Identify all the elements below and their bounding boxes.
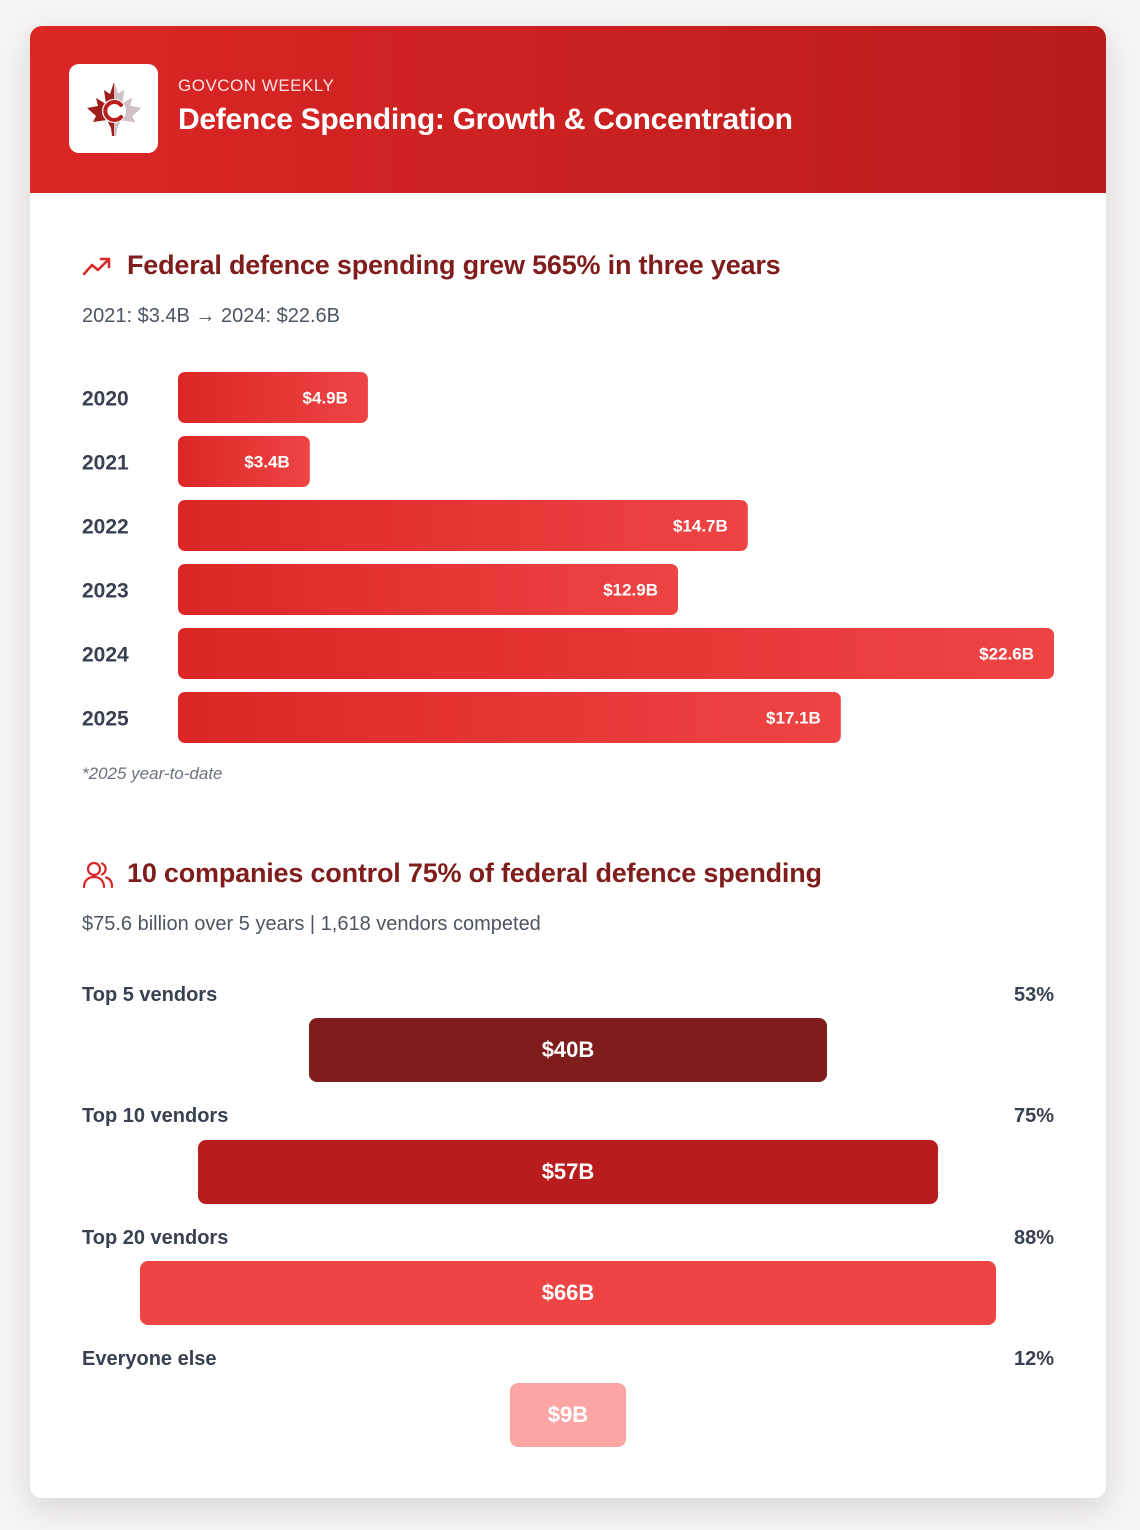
spending-bar-2025 <box>178 692 841 743</box>
publication-name: GOVCON WEEKLY <box>178 76 335 95</box>
conc-row-label: Everyone else <box>82 1348 217 1370</box>
conc-row-label: Top 10 vendors <box>82 1105 229 1127</box>
year-label-2025: 2025 <box>82 708 129 731</box>
spending-bar-2020 <box>178 372 368 423</box>
users-icon <box>82 861 114 889</box>
conc-row-percent: 12% <box>1013 1348 1054 1370</box>
page-title: Defence Spending: Growth & Concentration <box>178 103 793 136</box>
bar-value-label-2020: $4.9B <box>303 389 348 408</box>
spending-bar-2021 <box>178 436 310 487</box>
conc-row-label: Top 5 vendors <box>82 984 218 1006</box>
year-label-2023: 2023 <box>82 580 129 603</box>
year-label-2021: 2021 <box>82 452 129 475</box>
conc-bar-top5: $40B <box>308 1018 828 1082</box>
conc-row-percent: 88% <box>1013 1227 1054 1249</box>
concentration-title: 10 companies control 75% of federal defe… <box>127 858 822 888</box>
trending-up-icon <box>82 257 111 276</box>
bar-value-label-2024: $22.6B <box>979 645 1034 664</box>
conc-bar-everyone-else: $9B <box>509 1383 627 1447</box>
bar-value-label-2025: $17.1B <box>766 709 821 728</box>
spending-bar-2022 <box>178 500 748 551</box>
bar-value-label-2023: $12.9B <box>603 581 658 600</box>
maple-leaf-logo-icon <box>69 64 158 153</box>
year-label-2024: 2024 <box>82 644 129 667</box>
growth-bar-chart: 2020 $4.9B 2021 $3.4B 2022 $14.7B 2023 $12.9B 20… <box>82 372 1054 743</box>
year-label-2022: 2022 <box>82 516 129 539</box>
year-to-date-note: *2025 year-to-date <box>82 764 223 783</box>
spending-bar-2024 <box>178 628 1054 679</box>
conc-bar-top20: $66B <box>140 1261 996 1325</box>
growth-title: Federal defence spending grew 565% in th… <box>127 250 781 280</box>
growth-subtitle: 2021: $3.4B → 2024: $22.6B <box>82 305 340 327</box>
header-banner: GOVCON WEEKLY Defence Spending: Growth &… <box>30 26 1106 193</box>
conc-row-percent: 75% <box>1013 1105 1054 1127</box>
bar-value-label-2022: $14.7B <box>673 517 728 536</box>
concentration-subtitle: $75.6 billion over 5 years | 1,618 vendo… <box>82 913 541 935</box>
infographic-card: GOVCON WEEKLY Defence Spending: Growth &… <box>30 26 1106 1498</box>
conc-bar-top10: $57B <box>198 1140 938 1204</box>
spending-bar-2023 <box>178 564 679 615</box>
conc-row-percent: 53% <box>1013 984 1054 1006</box>
bar-value-label-2021: $3.4B <box>244 453 289 472</box>
year-label-2020: 2020 <box>82 388 129 411</box>
conc-row-label: Top 20 vendors <box>82 1227 229 1249</box>
